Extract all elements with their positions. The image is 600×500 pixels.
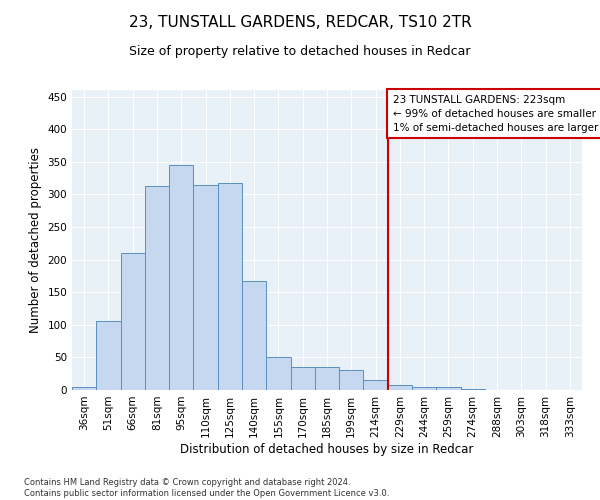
Bar — [266, 358, 290, 390]
Text: 23 TUNSTALL GARDENS: 223sqm
← 99% of detached houses are smaller (1,684)
1% of s: 23 TUNSTALL GARDENS: 223sqm ← 99% of det… — [392, 94, 600, 132]
Bar — [96, 321, 121, 390]
Bar — [339, 370, 364, 390]
Bar — [412, 388, 436, 390]
Bar — [388, 385, 412, 390]
Text: 23, TUNSTALL GARDENS, REDCAR, TS10 2TR: 23, TUNSTALL GARDENS, REDCAR, TS10 2TR — [128, 15, 472, 30]
Bar — [193, 184, 218, 390]
Bar — [315, 367, 339, 390]
Bar — [145, 186, 169, 390]
Y-axis label: Number of detached properties: Number of detached properties — [29, 147, 42, 333]
X-axis label: Distribution of detached houses by size in Redcar: Distribution of detached houses by size … — [181, 442, 473, 456]
Bar — [169, 165, 193, 390]
Bar — [364, 380, 388, 390]
Bar — [121, 253, 145, 390]
Text: Size of property relative to detached houses in Redcar: Size of property relative to detached ho… — [129, 45, 471, 58]
Bar — [218, 182, 242, 390]
Text: Contains HM Land Registry data © Crown copyright and database right 2024.
Contai: Contains HM Land Registry data © Crown c… — [24, 478, 389, 498]
Bar — [290, 367, 315, 390]
Bar — [436, 386, 461, 390]
Bar — [72, 386, 96, 390]
Bar — [242, 281, 266, 390]
